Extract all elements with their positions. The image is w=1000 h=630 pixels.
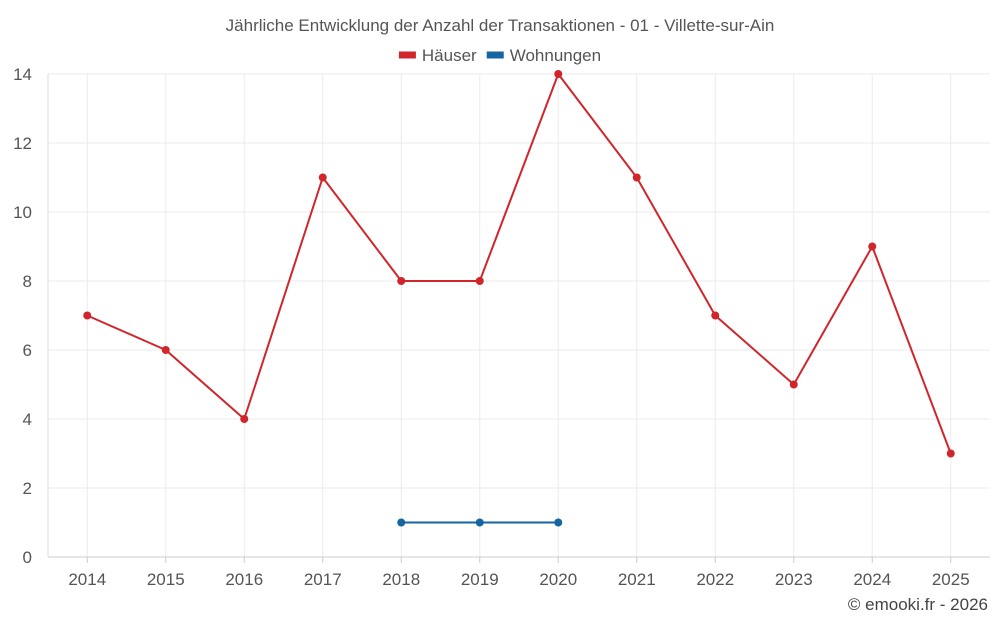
x-tick-label: 2017	[304, 570, 342, 589]
legend-swatch	[398, 51, 416, 59]
x-tick-label: 2020	[539, 570, 577, 589]
gridlines	[48, 73, 990, 557]
y-tick-label: 0	[23, 548, 32, 567]
x-tick-label: 2018	[382, 570, 420, 589]
data-point[interactable]	[397, 277, 406, 285]
y-tick-label: 4	[23, 410, 32, 429]
axes	[47, 74, 990, 563]
legend-item-0[interactable]: Häuser	[398, 46, 477, 65]
series-line	[86, 73, 952, 454]
data-point[interactable]	[554, 518, 563, 527]
x-tick-label: 2019	[461, 570, 499, 589]
y-tick-label: 12	[13, 134, 32, 153]
x-tick-label: 2014	[68, 570, 106, 589]
legend: Häuser Wohnungen	[398, 46, 601, 65]
data-point[interactable]	[946, 449, 955, 458]
data-point[interactable]	[868, 242, 877, 251]
data-point[interactable]	[318, 173, 327, 182]
y-tick-label: 10	[13, 203, 32, 222]
data-point[interactable]	[789, 380, 798, 389]
data-point[interactable]	[475, 277, 484, 285]
legend-label: Wohnungen	[510, 46, 601, 65]
y-tick-label: 6	[23, 341, 32, 360]
legend-swatch	[486, 51, 504, 59]
x-tick-label: 2025	[932, 570, 970, 589]
x-tick-label: 2015	[147, 570, 185, 589]
data-point[interactable]	[632, 173, 641, 182]
y-tick-label: 8	[23, 272, 32, 291]
data-point[interactable]	[397, 518, 406, 527]
data-point[interactable]	[83, 311, 92, 320]
y-tick-label: 14	[13, 65, 32, 84]
legend-item-1[interactable]: Wohnungen	[486, 46, 601, 65]
legend-label: Häuser	[422, 46, 477, 65]
y-tick-label: 2	[23, 479, 32, 498]
series-1	[397, 518, 563, 527]
data-point[interactable]	[711, 311, 720, 320]
series-lines	[83, 70, 955, 527]
credit-text: © emooki.fr - 2026	[848, 595, 988, 614]
data-point[interactable]	[554, 70, 563, 78]
data-point[interactable]	[475, 518, 484, 527]
series-0	[83, 70, 955, 458]
x-tick-label: 2016	[225, 570, 263, 589]
x-tick-label: 2022	[696, 570, 734, 589]
chart-title: Jährliche Entwicklung der Anzahl der Tra…	[226, 16, 775, 35]
x-tick-label: 2021	[618, 570, 656, 589]
x-tick-label: 2023	[775, 570, 813, 589]
tick-labels: 0 2 4 6 8 10 12 14 2014 2015 2016 2017 2018 2019 2020 2…	[13, 65, 970, 589]
data-point[interactable]	[161, 346, 170, 354]
data-point[interactable]	[240, 415, 249, 423]
x-tick-label: 2024	[853, 570, 891, 589]
